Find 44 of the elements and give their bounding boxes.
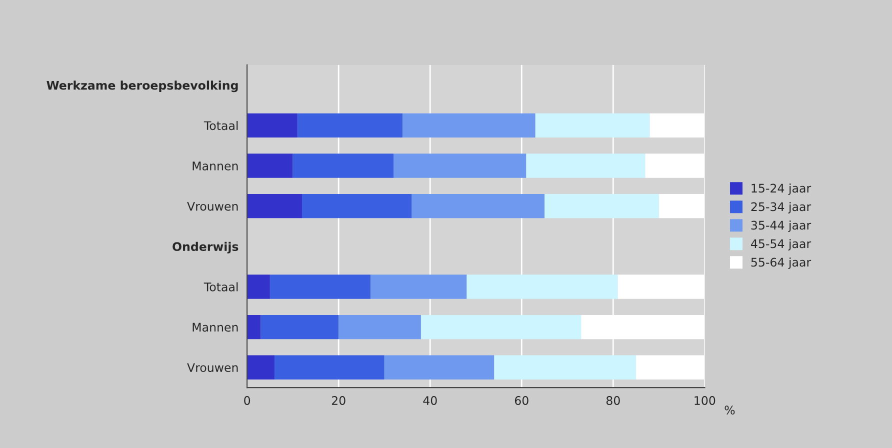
legend-label: 35-44 jaar bbox=[751, 220, 812, 232]
bar bbox=[302, 194, 412, 218]
bar bbox=[247, 154, 293, 178]
x-tick-label: 100 bbox=[694, 396, 716, 405]
legend-label: 25-34 jaar bbox=[751, 202, 812, 214]
bar bbox=[297, 113, 403, 138]
bar bbox=[384, 355, 494, 380]
legend-label: 55-64 jaar bbox=[751, 258, 812, 269]
bar bbox=[402, 113, 536, 138]
x-tick-label: 60 bbox=[514, 396, 528, 405]
bar bbox=[494, 355, 636, 380]
x-tick-label: 0 bbox=[244, 396, 250, 405]
x-axis-title: % bbox=[724, 406, 735, 415]
bar bbox=[247, 113, 298, 138]
y-tick-label: Totaal bbox=[204, 282, 238, 292]
bar bbox=[544, 194, 659, 218]
bar bbox=[260, 314, 339, 340]
bar bbox=[247, 274, 270, 299]
bar bbox=[270, 274, 371, 299]
bar bbox=[274, 355, 384, 380]
x-tick-label: 40 bbox=[423, 396, 437, 405]
bar bbox=[526, 154, 646, 178]
bar bbox=[292, 154, 394, 178]
y-tick-label: Onderwijs bbox=[172, 242, 238, 254]
x-tick-label: 20 bbox=[332, 396, 346, 405]
bar bbox=[370, 274, 467, 299]
y-tick-label: Vrouwen bbox=[187, 363, 238, 372]
bar bbox=[420, 314, 582, 340]
y-tick-label: Vrouwen bbox=[187, 202, 238, 211]
legend-label: 45-54 jaar bbox=[751, 239, 812, 250]
bar bbox=[394, 154, 526, 178]
y-tick-label: Mannen bbox=[192, 322, 238, 332]
bar bbox=[247, 194, 302, 218]
bar bbox=[466, 274, 618, 299]
bar bbox=[247, 355, 275, 380]
bar bbox=[338, 314, 421, 340]
y-tick-label: Werkzame beroepsbevolking bbox=[46, 80, 238, 92]
y-tick-label: Mannen bbox=[192, 162, 238, 170]
x-tick-label: 80 bbox=[606, 396, 620, 405]
y-tick-label: Totaal bbox=[204, 120, 238, 130]
bar bbox=[535, 113, 650, 138]
legend-label: 15-24 jaar bbox=[752, 184, 812, 195]
bar bbox=[412, 194, 545, 218]
bar bbox=[247, 314, 261, 340]
